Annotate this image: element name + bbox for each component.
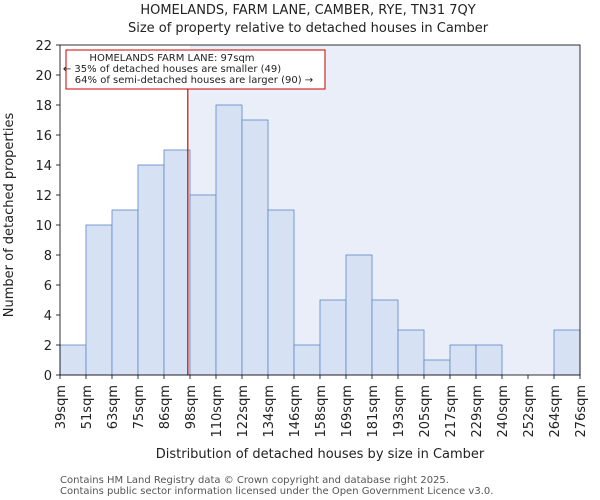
bar-146sqm <box>293 344 321 376</box>
x-tick-label: 110sqm <box>210 385 225 438</box>
footer-line1: Contains HM Land Registry data © Crown c… <box>60 475 449 486</box>
bar-181sqm <box>371 299 399 376</box>
chart-title-line2: Size of property relative to detached ho… <box>128 21 489 36</box>
x-tick-label: 86sqm <box>158 385 173 429</box>
x-tick-label: 122sqm <box>236 385 251 438</box>
x-tick-label: 264sqm <box>548 385 563 438</box>
y-tick-label: 0 <box>44 369 52 384</box>
bar-217sqm <box>449 344 477 376</box>
y-axis-label: Number of detached properties <box>2 113 17 318</box>
x-axis-label: Distribution of detached houses by size … <box>156 447 485 462</box>
bar-86sqm <box>163 149 191 376</box>
x-tick-label: 276sqm <box>574 385 589 438</box>
x-axis: 39sqm 51sqm 63sqm 75sqm 86sqm 98sqm 110sqm 122s… <box>54 375 589 438</box>
bar-63sqm <box>111 209 139 376</box>
bar-264sqm <box>553 329 581 376</box>
x-tick-label: 181sqm <box>366 385 381 438</box>
x-tick-label: 51sqm <box>80 385 95 429</box>
y-tick-label: 20 <box>35 69 52 84</box>
y-tick-label: 10 <box>35 219 52 234</box>
chart-title-line1: HOMELANDS, FARM LANE, CAMBER, RYE, TN31 … <box>140 3 475 18</box>
y-tick-label: 18 <box>35 99 52 114</box>
x-tick-label: 75sqm <box>132 385 147 429</box>
y-tick-label: 8 <box>44 249 52 264</box>
y-tick-label: 6 <box>44 279 52 294</box>
bar-122sqm <box>241 119 269 376</box>
bar-205sqm <box>423 359 451 376</box>
annotation-smaller: ← 35% of detached houses are smaller (49… <box>63 64 281 75</box>
x-tick-label: 63sqm <box>106 385 121 429</box>
y-tick-label: 4 <box>44 309 52 324</box>
x-tick-label: 240sqm <box>496 385 511 438</box>
bar-75sqm <box>137 164 165 376</box>
x-tick-label: 39sqm <box>54 385 69 429</box>
x-tick-label: 134sqm <box>262 385 277 438</box>
bar-169sqm <box>345 254 373 376</box>
y-tick-label: 22 <box>35 39 52 54</box>
y-tick-label: 12 <box>35 189 52 204</box>
annotation-box: HOMELANDS FARM LANE: 97sqm ← 35% of deta… <box>63 49 326 90</box>
bar-193sqm <box>397 329 425 376</box>
annotation-larger: 64% of semi-detached houses are larger (… <box>75 75 313 86</box>
annotation-frame <box>65 49 326 90</box>
bar-39sqm <box>59 344 87 376</box>
x-tick-label: 193sqm <box>392 385 407 438</box>
bar-98sqm <box>189 194 217 376</box>
x-tick-label: 229sqm <box>470 385 485 438</box>
y-axis: 0 2 4 6 8 10 12 14 16 18 20 22 <box>35 39 60 384</box>
bar-158sqm <box>319 299 347 376</box>
y-tick-label: 14 <box>35 159 52 174</box>
x-tick-label: 98sqm <box>184 385 199 429</box>
x-tick-label: 205sqm <box>418 385 433 438</box>
y-tick-label: 2 <box>44 339 52 354</box>
x-tick-label: 217sqm <box>444 385 459 438</box>
bar-51sqm <box>85 224 113 376</box>
annotation-title: HOMELANDS FARM LANE: 97sqm <box>89 53 254 64</box>
bar-229sqm <box>475 344 503 376</box>
x-tick-label: 158sqm <box>314 385 329 438</box>
y-tick-label: 16 <box>35 129 52 144</box>
bar-134sqm <box>267 209 295 376</box>
bars-group <box>59 104 581 376</box>
footer-line2: Contains public sector information licen… <box>60 486 493 497</box>
x-tick-label: 146sqm <box>288 385 303 438</box>
x-tick-label: 252sqm <box>522 385 537 438</box>
x-tick-label: 169sqm <box>340 385 355 438</box>
bar-110sqm <box>215 104 243 376</box>
